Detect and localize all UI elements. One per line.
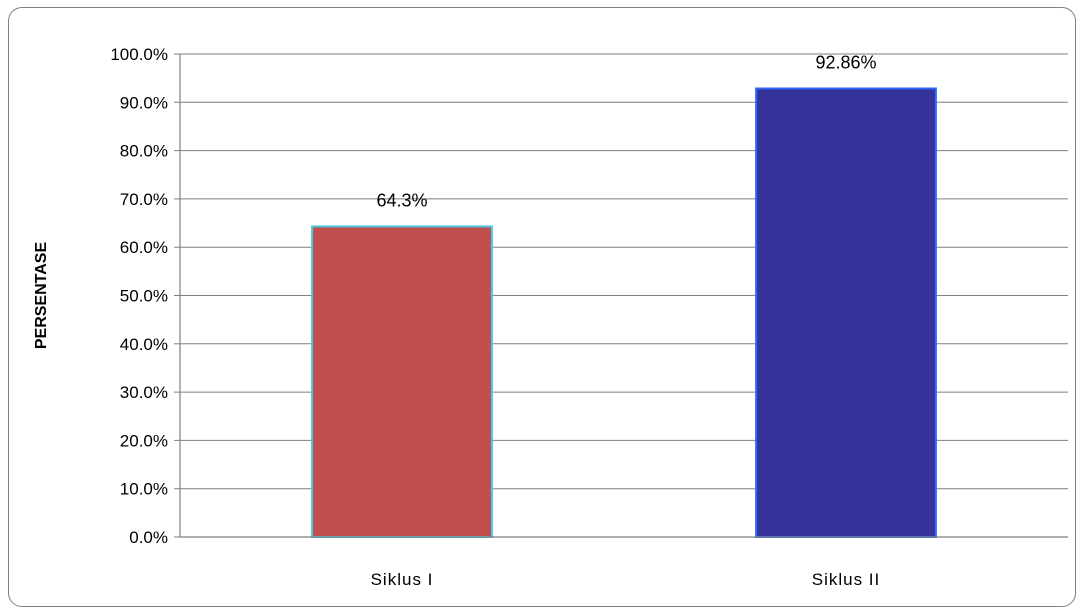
data-label: 92.86% bbox=[815, 52, 876, 72]
y-tick-label: 100.0% bbox=[110, 45, 168, 64]
bars bbox=[311, 87, 937, 538]
y-tick-label: 50.0% bbox=[120, 287, 168, 306]
y-tick-label: 40.0% bbox=[120, 335, 168, 354]
y-tick-label: 0.0% bbox=[129, 528, 168, 547]
y-axis-label: PERSENTASE bbox=[33, 242, 50, 350]
y-axis-ticks: 0.0% 10.0% 20.0% 30.0% 40.0% 50.0% 60.0% 70.0% 8… bbox=[110, 45, 180, 547]
y-tick-label: 20.0% bbox=[120, 431, 168, 450]
y-tick-label: 90.0% bbox=[120, 93, 168, 112]
bar-2 bbox=[755, 87, 937, 538]
category-label: Siklus I bbox=[371, 570, 434, 589]
y-tick-label: 80.0% bbox=[120, 142, 168, 161]
data-label: 64.3% bbox=[376, 190, 427, 210]
category-labels: Siklus I Siklus II bbox=[371, 570, 881, 589]
y-tick-label: 30.0% bbox=[120, 383, 168, 402]
y-tick-label: 70.0% bbox=[120, 190, 168, 209]
data-labels: 64.3% 92.86% bbox=[376, 52, 876, 210]
category-label: Siklus II bbox=[812, 570, 881, 589]
bar-1 bbox=[311, 225, 493, 538]
y-tick-label: 10.0% bbox=[120, 480, 168, 499]
y-tick-label: 60.0% bbox=[120, 238, 168, 257]
